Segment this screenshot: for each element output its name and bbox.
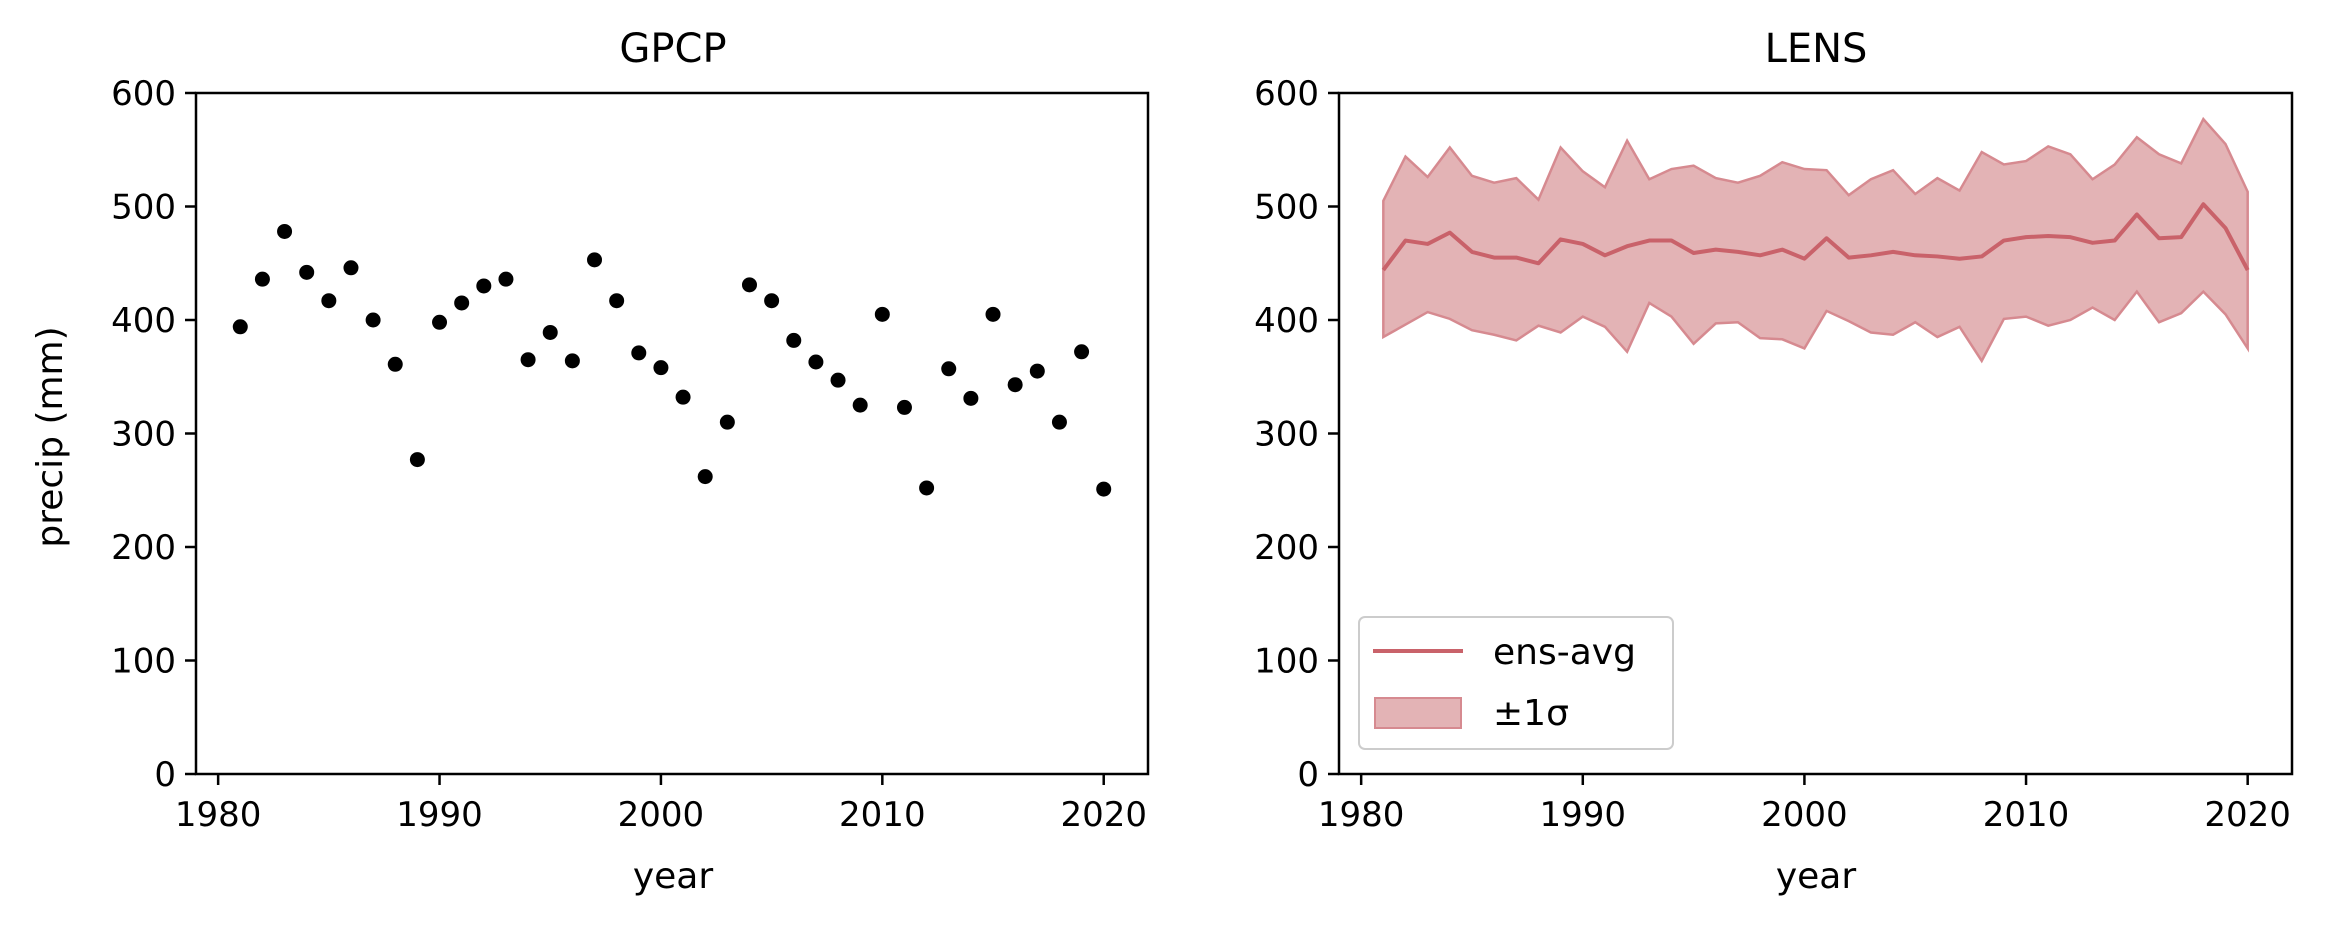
- gpcp-point: [232, 319, 248, 335]
- lens-legend: ens-avg ±1σ: [1358, 616, 1674, 750]
- gpcp-y-tick-label: 200: [111, 528, 176, 568]
- sigma-band: [1382, 116, 2249, 364]
- gpcp-y-tick-label: 300: [111, 415, 176, 455]
- gpcp-point: [919, 480, 935, 496]
- gpcp-title: GPCP: [619, 26, 726, 72]
- gpcp-point: [609, 293, 625, 309]
- gpcp-point: [254, 271, 270, 287]
- gpcp-ticks: 1980 1990 2000 2010 2020 0 100 200 300 400 500 600: [111, 74, 1147, 835]
- gpcp-point: [387, 356, 403, 372]
- gpcp-point: [830, 372, 846, 388]
- gpcp-point: [321, 293, 337, 309]
- gpcp-point: [741, 277, 757, 293]
- lens-y-tick-label: 100: [1254, 642, 1319, 682]
- gpcp-point: [874, 306, 890, 322]
- gpcp-point: [1051, 414, 1067, 430]
- gpcp-x-axis-label: year: [633, 856, 714, 897]
- gpcp-point: [1029, 363, 1045, 379]
- gpcp-y-axis-label: precip (mm): [30, 326, 71, 547]
- lens-y-tick-label: 0: [1297, 755, 1319, 795]
- gpcp-point: [476, 278, 492, 294]
- gpcp-point: [542, 324, 558, 340]
- gpcp-point: [409, 452, 425, 468]
- lens-x-tick-label: 2020: [2204, 795, 2291, 835]
- gpcp-y-tick-label: 400: [111, 301, 176, 341]
- gpcp-y-tick-label: 0: [154, 755, 176, 795]
- legend-band-swatch: [1374, 697, 1462, 729]
- gpcp-point: [299, 264, 315, 280]
- gpcp-point: [343, 260, 359, 276]
- lens-y-tick-label: 200: [1254, 528, 1319, 568]
- gpcp-y-tick-label: 500: [111, 188, 176, 228]
- gpcp-point: [432, 314, 448, 330]
- gpcp-point: [808, 354, 824, 370]
- gpcp-point: [277, 223, 293, 239]
- gpcp-point: [786, 332, 802, 348]
- gpcp-y-tick-label: 100: [111, 642, 176, 682]
- gpcp-panel: GPCP precip (mm) year 1980 1990 2000 2010 20…: [30, 26, 1150, 897]
- gpcp-point: [1096, 481, 1112, 497]
- gpcp-point: [719, 414, 735, 430]
- legend-label-ens-avg: ens-avg: [1493, 632, 1636, 673]
- gpcp-point: [564, 353, 580, 369]
- gpcp-point: [1007, 377, 1023, 393]
- gpcp-marks: [232, 223, 1112, 497]
- gpcp-x-tick-label: 2020: [1060, 795, 1147, 835]
- gpcp-point: [520, 352, 536, 368]
- gpcp-x-tick-label: 2010: [839, 795, 926, 835]
- legend-label-sigma: ±1σ: [1493, 693, 1569, 734]
- gpcp-plot-frame: [194, 91, 1150, 776]
- lens-x-tick-label: 2000: [1761, 795, 1848, 835]
- lens-x-tick-label: 1980: [1318, 795, 1405, 835]
- gpcp-point: [963, 390, 979, 406]
- gpcp-point: [631, 345, 647, 361]
- ens-avg-line: [1381, 202, 2250, 272]
- lens-x-axis-label: year: [1776, 856, 1857, 897]
- gpcp-point: [697, 469, 713, 485]
- gpcp-y-tick-label: 600: [111, 74, 176, 114]
- lens-title: LENS: [1765, 26, 1868, 72]
- gpcp-point: [941, 361, 957, 377]
- lens-panel: LENS year 1980 1990 2000 2010 2020 0 100 200 300…: [1254, 26, 2294, 897]
- gpcp-point: [365, 312, 381, 328]
- gpcp-point: [587, 252, 603, 268]
- lens-x-tick-label: 1990: [1540, 795, 1627, 835]
- lens-y-tick-label: 500: [1254, 188, 1319, 228]
- lens-y-tick-label: 600: [1254, 74, 1319, 114]
- gpcp-point: [896, 399, 912, 415]
- gpcp-x-tick-label: 1980: [175, 795, 262, 835]
- lens-ticks: 1980 1990 2000 2010 2020 0 100 200 300 400 500 600: [1254, 74, 2291, 835]
- lens-x-tick-label: 2010: [1983, 795, 2070, 835]
- gpcp-point: [454, 295, 470, 311]
- lens-y-tick-label: 400: [1254, 301, 1319, 341]
- gpcp-point: [985, 306, 1001, 322]
- gpcp-point: [498, 271, 514, 287]
- lens-marks: [1381, 116, 2250, 364]
- gpcp-point: [1074, 344, 1090, 360]
- gpcp-x-tick-label: 1990: [396, 795, 483, 835]
- gpcp-point: [653, 360, 669, 376]
- gpcp-point: [764, 293, 780, 309]
- gpcp-x-tick-label: 2000: [618, 795, 705, 835]
- gpcp-point: [852, 397, 868, 413]
- lens-plot-frame: [1337, 91, 2294, 776]
- gpcp-point: [675, 389, 691, 405]
- lens-y-tick-label: 300: [1254, 415, 1319, 455]
